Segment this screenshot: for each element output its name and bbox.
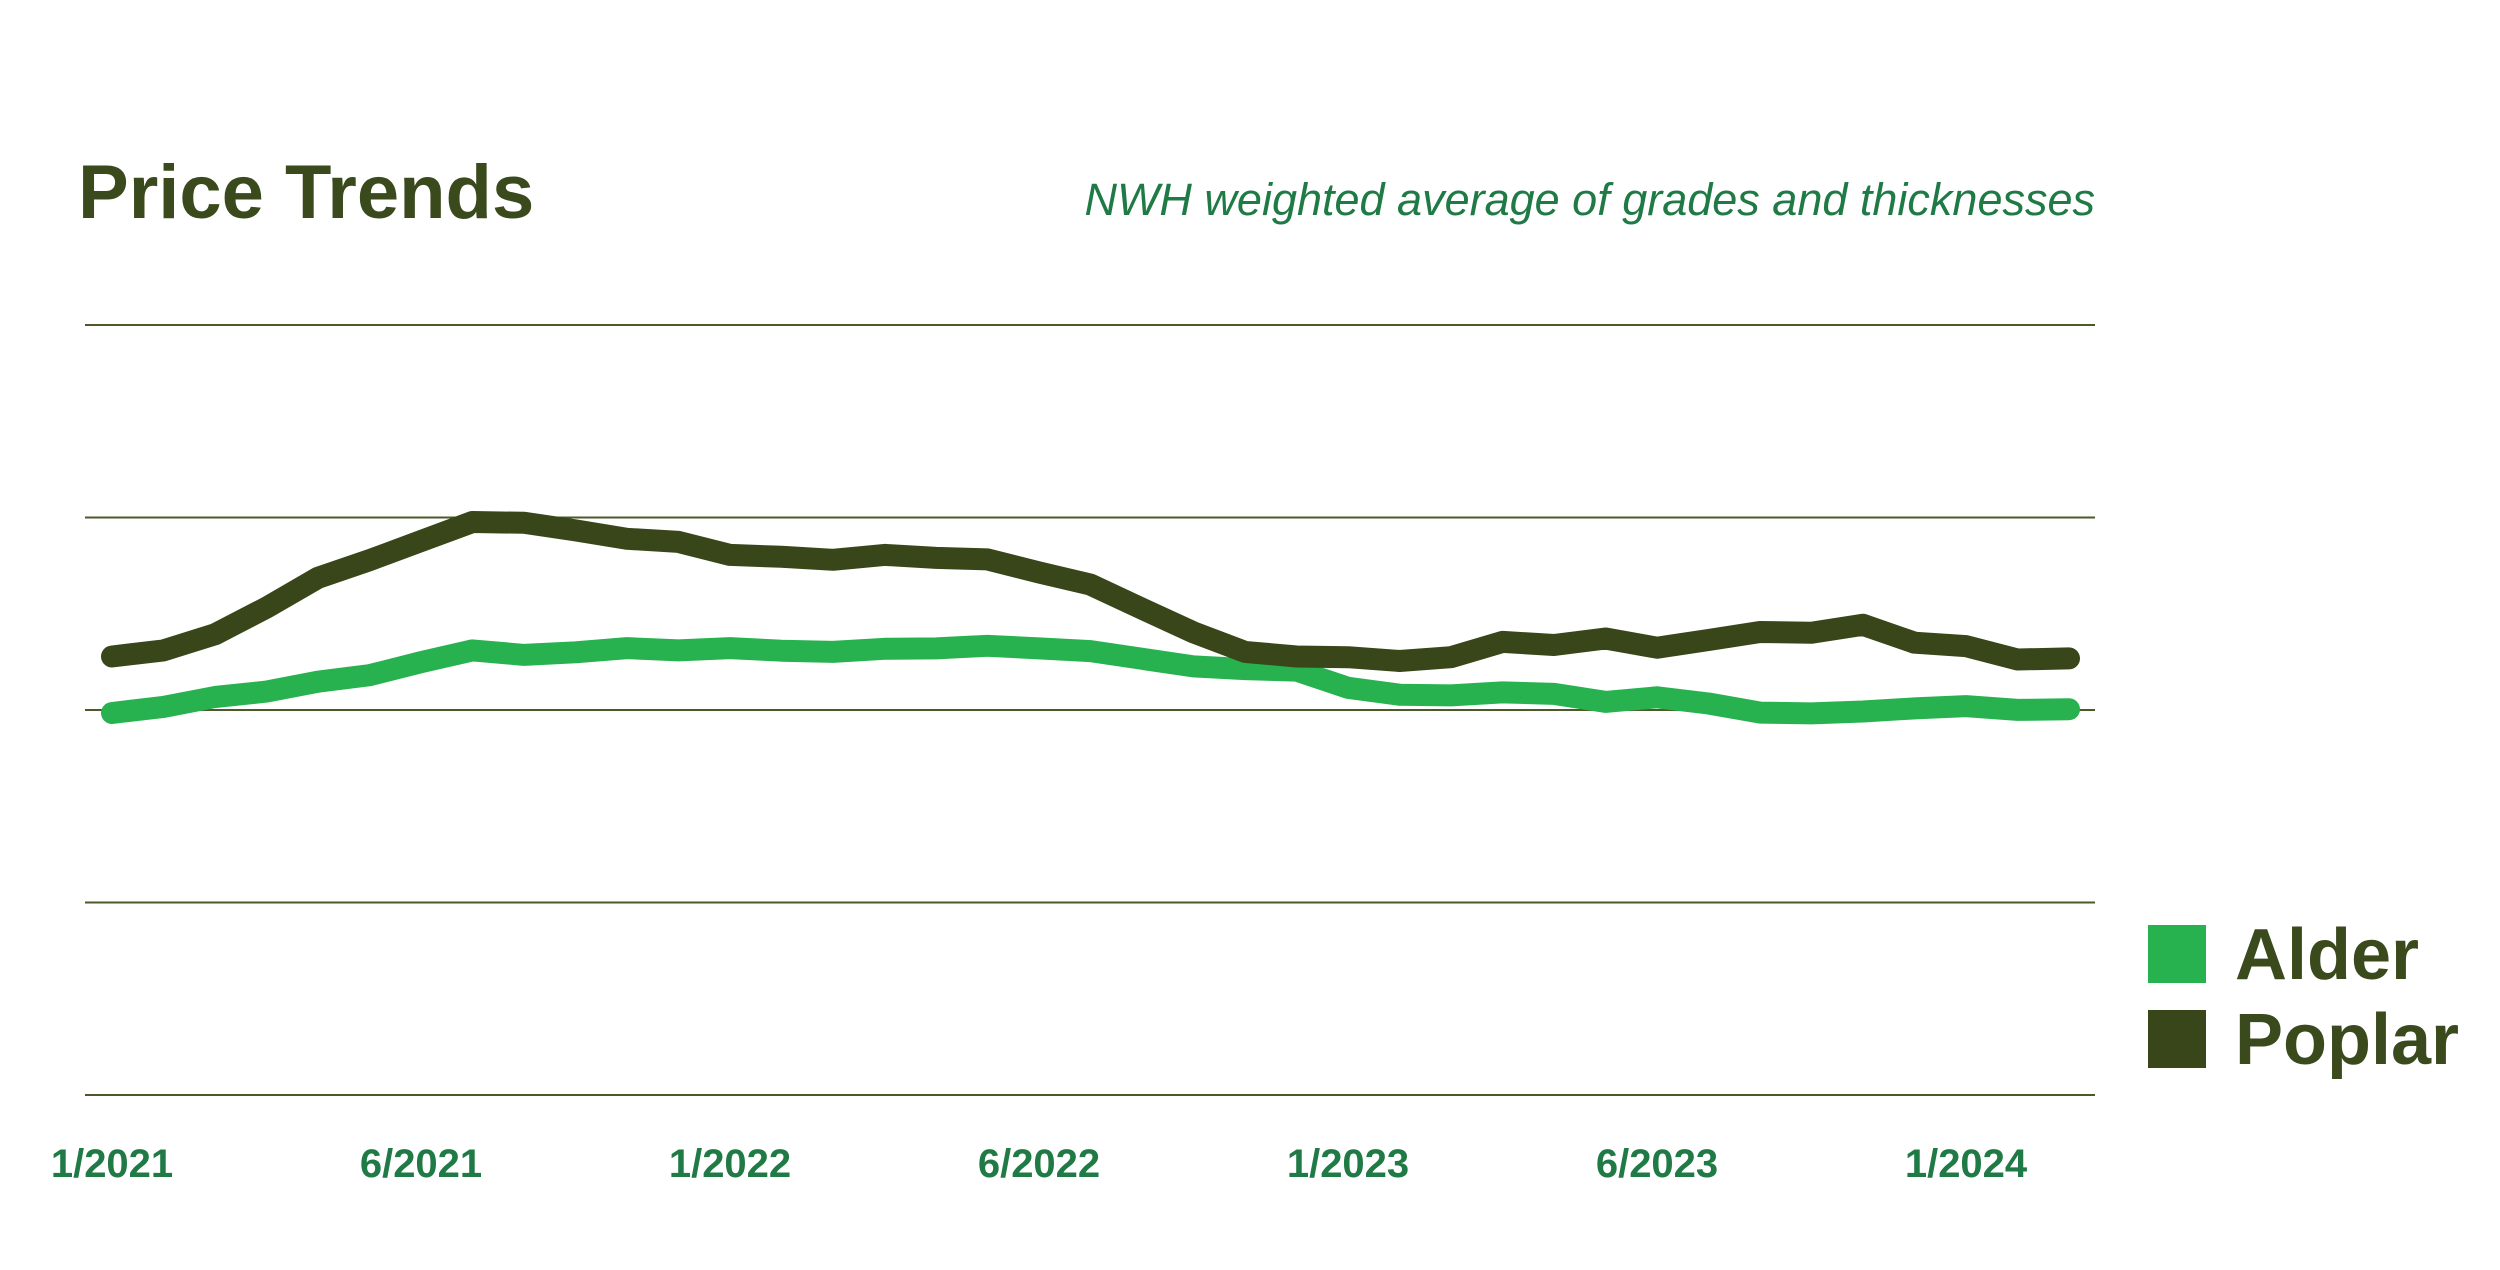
- series-line-poplar: [101, 511, 2080, 672]
- series-line-alder: [101, 634, 2080, 725]
- legend-label-poplar: Poplar: [2235, 1000, 2459, 1080]
- x-tick-label: 6/2023: [1596, 1142, 1718, 1186]
- x-axis-tick-labels: 1/2021 6/2021 1/2022 6/2022 1/2023 6/2023 1/20…: [51, 1142, 2028, 1186]
- series-lines: [101, 511, 2080, 725]
- x-tick-label: 1/2024: [1905, 1142, 2028, 1186]
- chart-title: Price Trends: [78, 150, 534, 235]
- x-tick-label: 1/2021: [51, 1142, 173, 1186]
- legend-swatch-alder: [2148, 925, 2206, 983]
- chart-subtitle: NWH weighted average of grades and thick…: [1084, 174, 2095, 225]
- x-tick-label: 1/2022: [669, 1142, 791, 1186]
- legend-swatch-poplar: [2148, 1010, 2206, 1068]
- legend-label-alder: Alder: [2235, 915, 2419, 995]
- gridlines: [85, 324, 2095, 1096]
- x-tick-label: 6/2022: [978, 1142, 1100, 1186]
- x-tick-label: 6/2021: [360, 1142, 482, 1186]
- x-tick-label: 1/2023: [1287, 1142, 1409, 1186]
